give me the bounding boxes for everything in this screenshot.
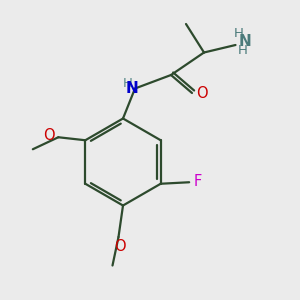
Text: F: F bbox=[194, 174, 202, 189]
Text: H: H bbox=[234, 27, 243, 40]
Text: O: O bbox=[114, 239, 126, 254]
Text: N: N bbox=[126, 81, 138, 96]
Text: H: H bbox=[238, 44, 248, 58]
Text: O: O bbox=[43, 128, 55, 143]
Text: N: N bbox=[239, 34, 252, 50]
Text: H: H bbox=[123, 76, 132, 90]
Text: O: O bbox=[196, 86, 208, 101]
